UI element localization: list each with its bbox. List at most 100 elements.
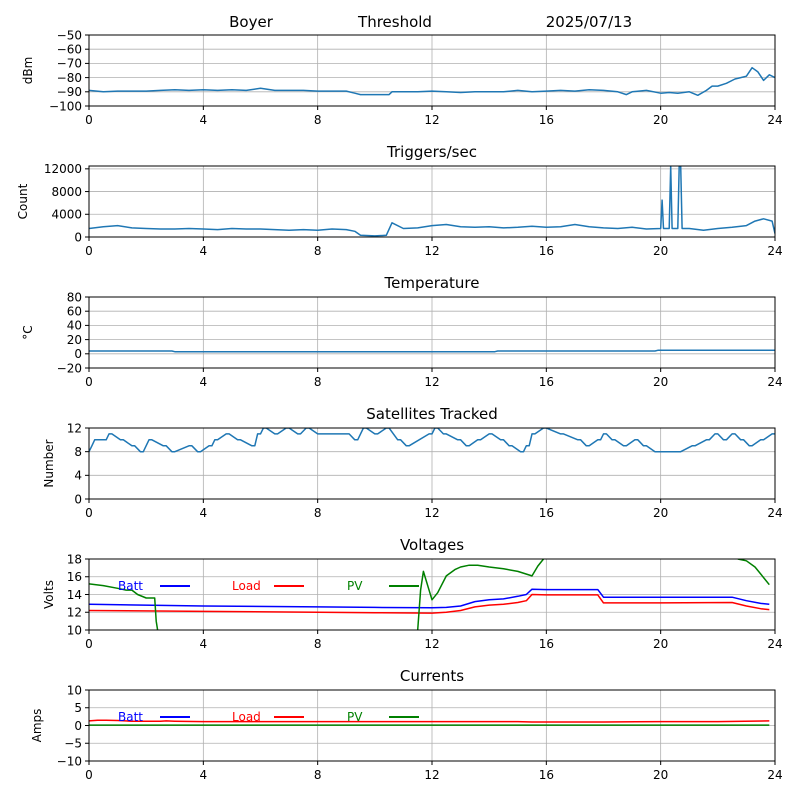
y-tick-label: 60 [67,305,82,319]
y-tick-label: 4 [74,469,82,483]
x-tick-label: 0 [85,506,93,520]
panel-title: Triggers/sec [386,143,477,161]
y-tick-label: 0 [74,230,82,244]
y-tick-label: 5 [74,701,82,715]
x-tick-label: 20 [653,375,668,389]
y-tick-label: 20 [67,333,82,347]
y-tick-label: 80 [67,290,82,304]
legend-label-pv: PV [347,710,363,724]
y-tick-label: −90 [57,85,82,99]
y-tick-label: −50 [57,28,82,42]
x-tick-label: 24 [767,768,782,782]
legend-label-batt: Batt [118,710,143,724]
y-tick-label: 0 [74,347,82,361]
x-tick-label: 4 [200,637,208,651]
y-tick-label: 40 [67,319,82,333]
x-tick-label: 12 [424,506,439,520]
x-tick-label: 24 [767,375,782,389]
x-tick-label: 20 [653,637,668,651]
x-tick-label: 20 [653,768,668,782]
y-tick-label: 18 [67,552,82,566]
y-tick-label: 4000 [51,208,82,222]
load-series-line [89,593,770,614]
x-tick-label: 24 [767,113,782,127]
x-tick-label: 8 [314,375,322,389]
y-tick-label: 10 [67,683,82,697]
y-tick-label: 12 [67,421,82,435]
x-tick-label: 8 [314,113,322,127]
header-station: Boyer [229,13,274,31]
y-tick-label: 12000 [44,162,82,176]
x-tick-label: 20 [653,113,668,127]
header-mode: Threshold [357,13,432,31]
pv-series-line [416,559,545,630]
y-tick-label: −5 [64,737,82,751]
x-tick-label: 4 [200,375,208,389]
x-tick-label: 24 [767,244,782,258]
x-tick-label: 8 [314,637,322,651]
series-line [89,428,775,453]
y-axis-label: Count [16,183,30,219]
y-tick-label: 14 [67,588,82,602]
x-tick-label: 8 [314,768,322,782]
series-line [89,66,775,97]
x-tick-label: 20 [653,506,668,520]
y-tick-label: 8000 [51,185,82,199]
x-tick-label: 16 [539,375,554,389]
y-tick-label: 0 [74,719,82,733]
series-line [89,349,775,353]
x-tick-label: 16 [539,113,554,127]
panel-2: 0 4 8 12 16 20 24 0 4000 8000 12000 Triggers/sec Cou… [16,143,783,258]
y-axis-label: °C [21,325,35,339]
y-tick-label: −60 [57,43,82,57]
pv-series-line [737,559,770,586]
x-tick-label: 12 [424,113,439,127]
panel-1: 0 4 8 12 16 20 24 −100−90−80−70−60−50 dBm [21,28,783,127]
x-tick-label: 16 [539,637,554,651]
x-tick-label: 12 [424,375,439,389]
y-tick-label: −70 [57,57,82,71]
y-axis-label: dBm [21,57,35,85]
y-axis-label: Volts [42,580,56,609]
panel-title: Satellites Tracked [366,405,497,423]
y-tick-label: −100 [49,99,82,113]
panel-6: Batt Load PV 0 4 8 12 16 20 24 −10 −5 0 5 10 Currents Am… [30,667,783,782]
y-tick-label: 16 [67,570,82,584]
header-date: 2025/07/13 [546,13,632,31]
panel-4: 0 4 8 12 16 20 24 0 4 8 12 Satellites Tracked Number [42,405,783,520]
panel-5: Batt Load PV 0 4 8 12 16 20 24 10 12 14 16 18 Voltages V… [42,536,783,651]
x-tick-label: 8 [314,244,322,258]
batt-series-line [89,588,770,609]
x-tick-label: 0 [85,768,93,782]
panel-title: Currents [400,667,464,685]
x-tick-label: 4 [200,113,208,127]
x-tick-label: 24 [767,637,782,651]
x-tick-label: 4 [200,244,208,258]
x-tick-label: 0 [85,637,93,651]
load-series-line [89,719,770,723]
x-tick-label: 16 [539,768,554,782]
x-tick-label: 0 [85,375,93,389]
x-tick-label: 0 [85,244,93,258]
x-tick-label: 4 [200,768,208,782]
y-axis-label: Number [42,439,56,487]
y-tick-label: 8 [74,445,82,459]
x-tick-label: 16 [539,244,554,258]
x-tick-label: 24 [767,506,782,520]
y-tick-label: −80 [57,71,82,85]
pv-series-line [89,583,159,630]
y-axis-label: Amps [30,709,44,743]
figure-header: Boyer Threshold 2025/07/13 [229,13,632,31]
x-tick-label: 12 [424,768,439,782]
x-tick-label: 4 [200,506,208,520]
legend-label-batt: Batt [118,579,143,593]
x-tick-label: 8 [314,506,322,520]
panel-title: Temperature [383,274,479,292]
y-tick-label: −10 [57,754,82,768]
y-tick-label: 12 [67,606,82,620]
y-tick-label: 0 [74,492,82,506]
legend-label-load: Load [232,710,261,724]
